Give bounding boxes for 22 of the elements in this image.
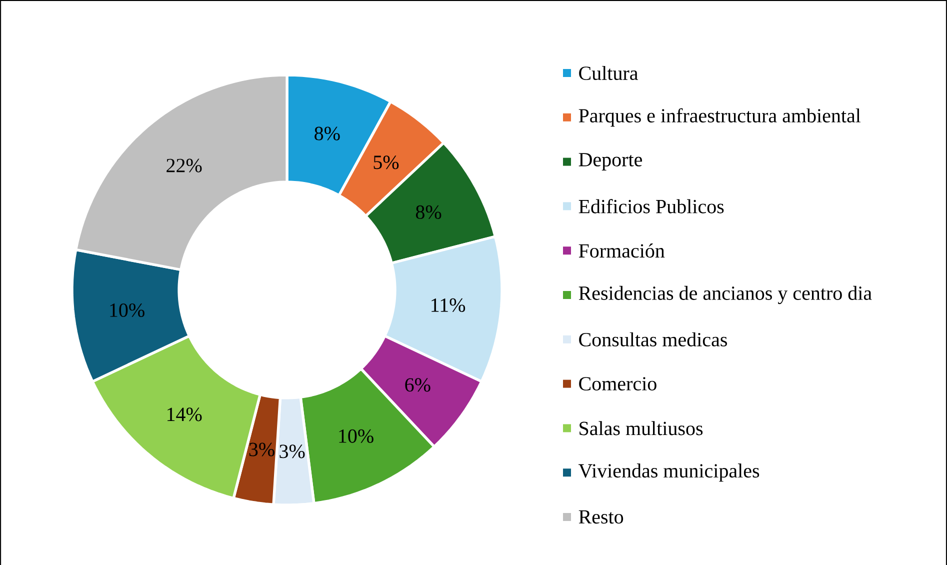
data-label: 11% <box>432 298 466 312</box>
legend-label: Salas multiusos <box>580 420 703 435</box>
legend-label: Formación <box>578 243 665 258</box>
data-label: 5% <box>374 155 399 169</box>
data-label: 10% <box>110 303 144 317</box>
legend-label: Comercio <box>579 376 656 390</box>
data-label: 6% <box>405 378 430 392</box>
data-label: 3% <box>280 444 305 458</box>
legend-label: Resto <box>578 510 624 524</box>
data-label: 10% <box>339 429 374 443</box>
legend-label: Cultura <box>579 66 638 80</box>
legend-label: Consultas medicas <box>579 332 727 346</box>
data-label: 8% <box>416 205 442 219</box>
data-label: 3% <box>249 442 274 456</box>
data-label: 22% <box>166 158 202 172</box>
data-label: 14% <box>167 407 202 421</box>
legend-label: Parques e infraestructura ambiental <box>578 108 861 126</box>
legend-label: Viviendas municipales <box>578 463 760 482</box>
data-label: 8% <box>314 126 340 140</box>
legend-label: Edificios Publicos <box>578 198 724 214</box>
legend-label: Residencias de ancianos y centro dia <box>578 286 872 304</box>
legend-label: Deporte <box>578 152 642 170</box>
